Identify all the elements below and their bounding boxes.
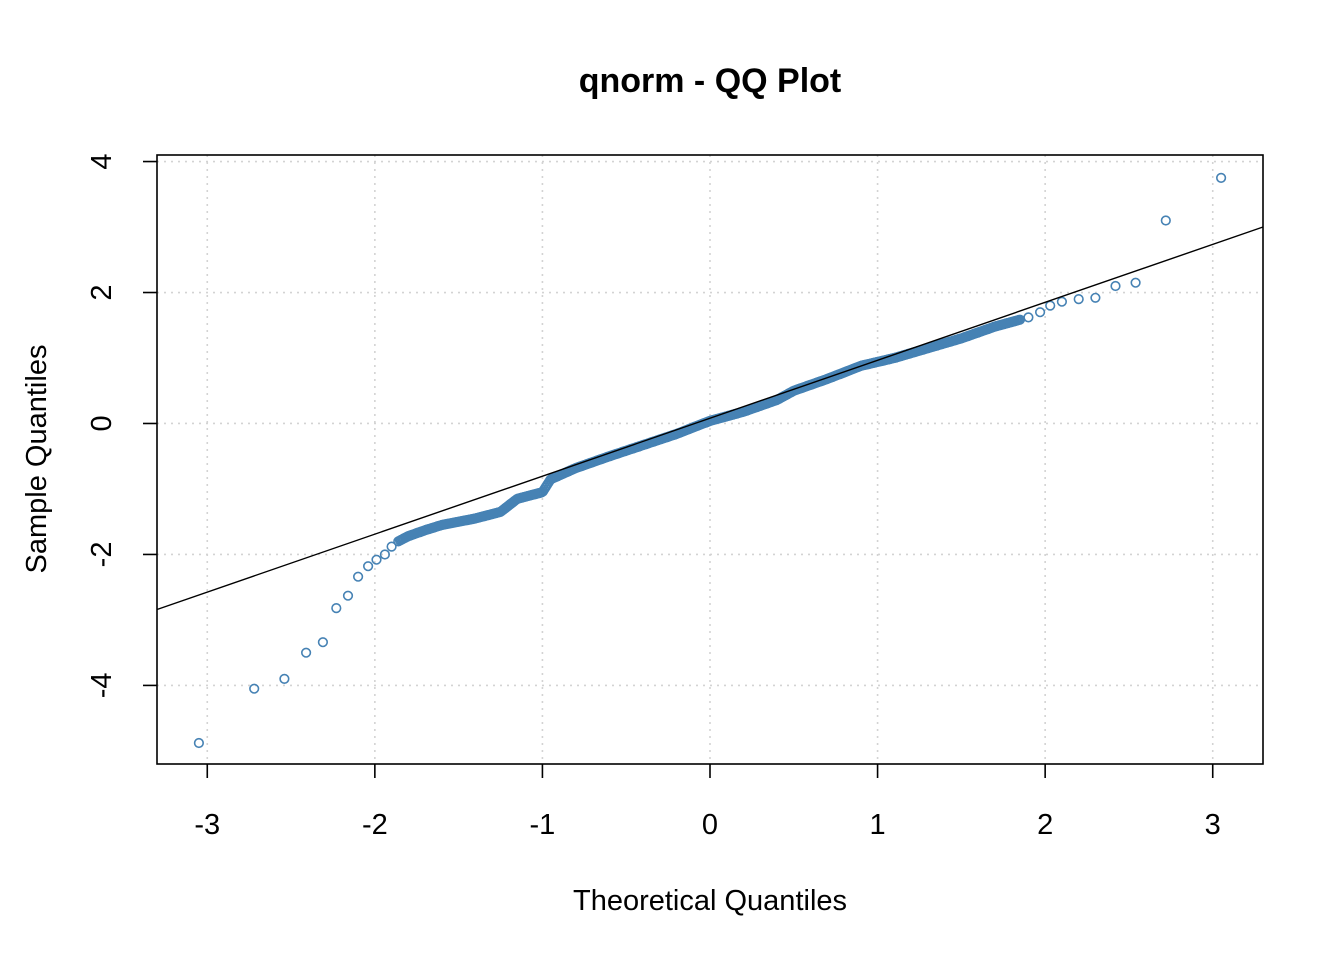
data-point (353, 571, 364, 582)
x-tick-label: 3 (1205, 809, 1221, 841)
data-point (193, 737, 204, 749)
x-axis-label: Theoretical Quantiles (573, 885, 847, 917)
x-tick-label: 2 (1037, 809, 1053, 841)
data-point (342, 590, 354, 601)
x-tick-label: 1 (870, 809, 886, 841)
data-point (1056, 296, 1067, 307)
data-point (1215, 172, 1227, 183)
data-point (1034, 307, 1046, 318)
data-point (1090, 292, 1101, 303)
data-point (249, 683, 260, 694)
chart-title: qnorm - QQ Plot (579, 62, 842, 100)
data-point (1160, 215, 1171, 226)
data-point (1023, 312, 1034, 323)
data-point (1130, 277, 1141, 288)
data-point (386, 541, 397, 552)
data-point (363, 561, 374, 572)
data-point (301, 647, 312, 658)
sample-points (193, 172, 1227, 749)
data-point (379, 549, 391, 560)
data-point (331, 602, 342, 614)
x-tick-label: -3 (194, 809, 220, 841)
grid-lines (157, 155, 1263, 764)
data-point (1110, 280, 1121, 292)
x-tick-label: 0 (702, 809, 718, 841)
data-point (317, 637, 329, 648)
y-tick-label: -4 (86, 673, 118, 699)
reference-line (156, 226, 1264, 611)
data-point (279, 673, 290, 685)
data-point (371, 554, 382, 565)
y-axis-label: Sample Quantiles (21, 345, 53, 574)
y-axis: -4 -2 0 2 4 (86, 153, 157, 698)
data-point (1073, 294, 1084, 305)
y-tick-label: 4 (86, 153, 118, 169)
x-axis: -3 -2 -1 0 1 2 3 (194, 764, 1221, 841)
y-tick-label: -2 (86, 542, 118, 568)
y-tick-label: 0 (86, 415, 118, 431)
x-tick-label: -2 (362, 809, 388, 841)
y-tick-label: 2 (86, 284, 118, 300)
data-point (1014, 314, 1026, 325)
x-tick-label: -1 (530, 809, 556, 841)
data-point (1045, 300, 1056, 311)
